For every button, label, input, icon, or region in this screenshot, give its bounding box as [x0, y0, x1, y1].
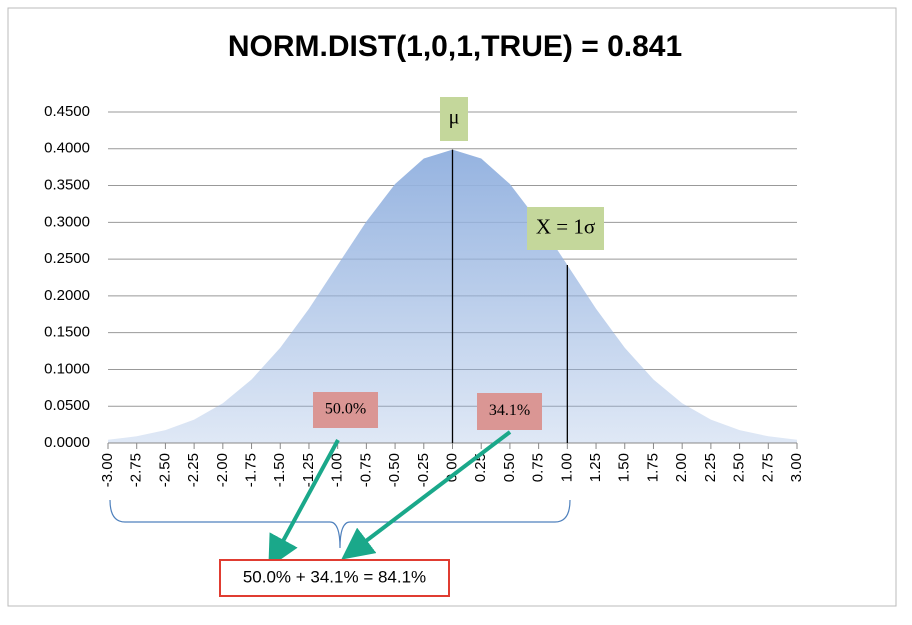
arrow: [268, 439, 340, 569]
x-tick-label: 0.50: [501, 453, 518, 482]
x-tick-label: -3.00: [99, 453, 116, 487]
y-tick-label: 0.3000: [44, 213, 90, 230]
y-tick-label: 0.2000: [44, 287, 90, 304]
x-tick-label: 1.50: [616, 453, 633, 482]
x-tick-label: -2.00: [214, 453, 231, 487]
x-tick-label: -2.50: [156, 453, 173, 487]
annotation-box: [440, 97, 468, 141]
x-tick-label: -0.25: [415, 453, 432, 487]
x-tick-label: -2.75: [128, 453, 145, 487]
arrow: [341, 430, 512, 560]
annotation-box: [527, 207, 604, 250]
y-tick-label: 0.3500: [44, 177, 90, 194]
x-tick-label: 0.75: [530, 453, 547, 482]
annotation-box: [477, 393, 542, 430]
x-tick-label: -1.00: [329, 453, 346, 487]
annotation: 34.1%: [489, 402, 530, 419]
x-tick-label: 1.25: [587, 453, 604, 482]
x-tick-label: -1.75: [243, 453, 260, 487]
y-tick-label: 0.2500: [44, 250, 90, 267]
annotation: 50.0%: [325, 401, 366, 418]
annotation: 50.0% + 34.1% = 84.1%: [243, 567, 426, 586]
x-tick-label: -1.25: [300, 453, 317, 487]
x-tick-label: 1.00: [558, 453, 575, 482]
y-tick-label: 0.1500: [44, 324, 90, 341]
x-tick-label: -0.50: [386, 453, 403, 487]
y-tick-label: 0.4500: [44, 103, 90, 120]
y-tick-label: 0.0000: [44, 434, 90, 451]
x-tick-label: 3.00: [788, 453, 805, 482]
chart-title: NORM.DIST(1,0,1,TRUE) = 0.841: [228, 30, 682, 63]
x-tick-label: -1.50: [271, 453, 288, 487]
annotation: μ: [449, 107, 460, 129]
y-tick-label: 0.4000: [44, 140, 90, 157]
x-tick-label: 2.50: [731, 453, 748, 482]
brace: [109, 499, 571, 549]
annotation-box: [219, 559, 450, 597]
y-tick-label: 0.0500: [44, 397, 90, 414]
x-tick-label: -2.25: [185, 453, 202, 487]
x-tick-label: 2.25: [702, 453, 719, 482]
x-tick-label: 2.00: [673, 453, 690, 482]
x-tick-label: -0.75: [357, 453, 374, 487]
x-tick-label: 0.25: [472, 453, 489, 482]
x-tick-label: 2.75: [759, 453, 776, 482]
x-tick-label: 1.75: [644, 453, 661, 482]
annotation: X = 1σ: [536, 214, 595, 238]
y-tick-label: 0.1000: [44, 360, 90, 377]
annotation-box: [313, 392, 378, 428]
